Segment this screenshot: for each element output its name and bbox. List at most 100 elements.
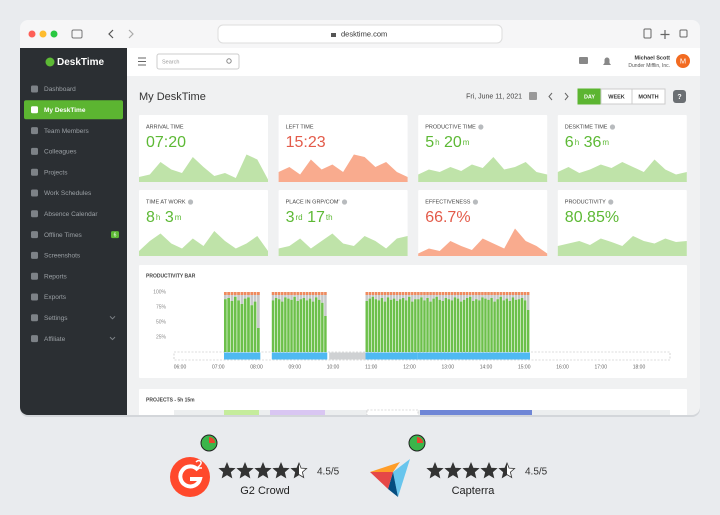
info-icon bbox=[187, 199, 194, 205]
sparkline bbox=[557, 236, 687, 256]
bar-rest bbox=[517, 292, 521, 300]
next-day[interactable] bbox=[564, 92, 569, 101]
bar bbox=[368, 298, 371, 352]
bar bbox=[247, 297, 250, 352]
bar bbox=[441, 301, 444, 352]
nav-icon bbox=[31, 189, 38, 197]
help-button[interactable] bbox=[673, 90, 686, 103]
bar bbox=[411, 301, 414, 352]
bar-unproductive bbox=[257, 292, 260, 295]
minimize-button[interactable] bbox=[39, 30, 47, 38]
bar bbox=[511, 297, 515, 352]
bar-rest bbox=[377, 292, 381, 301]
value-number: 36 bbox=[584, 134, 602, 151]
bar bbox=[517, 299, 521, 352]
bar bbox=[405, 300, 408, 352]
bar-rest bbox=[395, 292, 399, 301]
tabs-button[interactable] bbox=[679, 29, 688, 38]
bar-rest bbox=[398, 292, 402, 300]
project-segment bbox=[270, 410, 325, 415]
calendar-icon[interactable] bbox=[529, 92, 537, 100]
nav-item[interactable]: Offline Times bbox=[44, 232, 83, 239]
avatar[interactable] bbox=[676, 54, 690, 68]
chat-icon[interactable] bbox=[579, 57, 588, 64]
nav-item[interactable]: Exports bbox=[44, 294, 67, 301]
y-tick-label: 100% bbox=[153, 289, 166, 295]
bar-unproductive bbox=[395, 292, 399, 295]
x-tick-label: 18:00 bbox=[633, 364, 646, 370]
bar bbox=[462, 299, 466, 352]
nav-item[interactable]: My DeskTime bbox=[44, 107, 86, 114]
info-icon bbox=[478, 124, 484, 130]
bar-unproductive bbox=[517, 292, 521, 295]
nav-item[interactable]: Colleagues bbox=[44, 149, 77, 156]
nav-item[interactable]: Affiliate bbox=[44, 336, 66, 343]
bar bbox=[305, 300, 309, 352]
forward-button[interactable] bbox=[128, 29, 134, 39]
nav-item[interactable]: Work Schedules bbox=[44, 190, 92, 197]
bar-unproductive bbox=[368, 292, 371, 295]
bar-unproductive bbox=[299, 292, 303, 295]
page-title: My DeskTime bbox=[139, 91, 206, 103]
sparkline bbox=[278, 233, 408, 256]
nav-item[interactable]: Dashboard bbox=[44, 86, 76, 93]
url: desktime.com bbox=[341, 29, 387, 38]
share-button[interactable] bbox=[643, 28, 652, 39]
bell-icon[interactable] bbox=[603, 57, 611, 66]
value-number: 3 bbox=[165, 209, 174, 226]
prev-day[interactable] bbox=[548, 92, 553, 101]
panel-title: PROJECTS - 5h 15m bbox=[146, 397, 195, 403]
nav-icon bbox=[31, 210, 38, 218]
y-tick-label: 50% bbox=[156, 319, 167, 325]
bar bbox=[432, 298, 435, 352]
sparkline bbox=[139, 231, 268, 256]
bar bbox=[417, 299, 420, 352]
bar-rest bbox=[277, 292, 281, 300]
value-unit: h bbox=[435, 138, 439, 147]
bar-unproductive bbox=[499, 292, 502, 295]
bar-unproductive bbox=[277, 292, 281, 295]
nav-item[interactable]: Reports bbox=[44, 273, 68, 280]
bar-rest bbox=[411, 292, 414, 302]
bar bbox=[520, 298, 524, 352]
bar-rest bbox=[432, 292, 435, 299]
nav-icon bbox=[31, 147, 38, 155]
nav-item[interactable]: Screenshots bbox=[44, 253, 81, 260]
url-bar[interactable] bbox=[217, 24, 503, 44]
bar bbox=[395, 301, 399, 352]
nav-chevron bbox=[109, 336, 116, 341]
timeline-break bbox=[329, 352, 366, 360]
bar-rest bbox=[253, 292, 257, 302]
bar-unproductive bbox=[438, 292, 441, 295]
nav-item[interactable]: Projects bbox=[44, 169, 68, 176]
bar bbox=[271, 300, 275, 352]
rating-star bbox=[254, 461, 272, 479]
bar bbox=[293, 296, 296, 352]
bar-unproductive bbox=[526, 292, 530, 295]
nav-item[interactable]: Absence Calendar bbox=[44, 211, 98, 218]
search-box[interactable] bbox=[156, 53, 240, 70]
bar bbox=[423, 300, 426, 352]
close-button[interactable] bbox=[28, 30, 36, 38]
bar-unproductive bbox=[389, 292, 393, 295]
menu-button[interactable] bbox=[138, 57, 146, 66]
bar bbox=[478, 300, 481, 352]
bar-rest bbox=[456, 292, 460, 299]
bar-unproductive bbox=[414, 292, 417, 295]
bar-rest bbox=[487, 292, 490, 300]
logo: DeskTime bbox=[57, 57, 105, 68]
nav-item[interactable]: Settings bbox=[44, 315, 68, 322]
view-button[interactable] bbox=[631, 88, 666, 105]
bar-unproductive bbox=[274, 292, 278, 295]
back-button[interactable] bbox=[108, 29, 114, 39]
rating-star bbox=[426, 461, 444, 479]
y-tick-label: 25% bbox=[156, 334, 167, 340]
new-tab-button[interactable] bbox=[660, 30, 670, 39]
zoom-button[interactable] bbox=[50, 30, 58, 38]
rating-name: Capterra bbox=[452, 485, 496, 497]
sidebar-toggle[interactable] bbox=[71, 29, 83, 39]
timeline-work bbox=[223, 352, 261, 360]
card-value: 07:20 bbox=[146, 134, 186, 151]
nav-item[interactable]: Team Members bbox=[44, 128, 90, 135]
capterra-logo bbox=[370, 472, 393, 489]
